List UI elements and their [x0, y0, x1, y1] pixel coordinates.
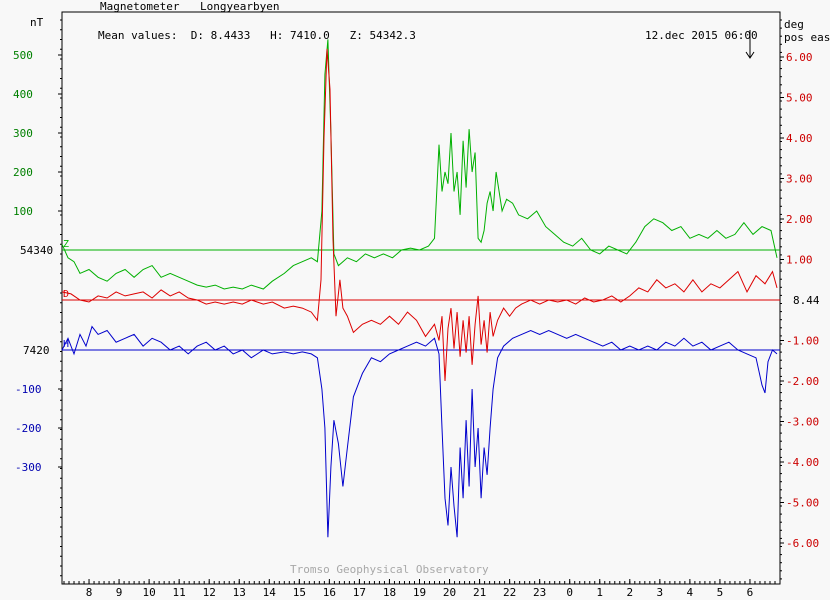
timestamp: 12.dec 2015 06:00 [645, 29, 758, 42]
x-tick-label: 21 [473, 586, 486, 599]
d-tick-label: -1.00 [786, 335, 819, 348]
x-axis-ticks: 8 9 10 11 12 13 14 15 16 17 18 19 20 21 22 23 0 1 2 3 4 5 6 [63, 579, 776, 599]
h-tick-label: -100 [15, 383, 42, 396]
h-tick-label: -300 [15, 461, 42, 474]
x-tick-label: 13 [233, 586, 246, 599]
x-tick-label: 8 [86, 586, 93, 599]
x-tick-label: 19 [413, 586, 426, 599]
d-tick-label: 1.00 [786, 254, 813, 267]
d-tick-label: -2.00 [786, 375, 819, 388]
z-tick-label: 300 [13, 127, 33, 140]
d-series-marker: D [63, 289, 69, 300]
plot-frame [61, 11, 781, 585]
z-tick-label: 100 [13, 205, 33, 218]
x-tick-label: 20 [443, 586, 456, 599]
d-tick-label: 3.00 [786, 173, 813, 186]
x-tick-label: 23 [533, 586, 546, 599]
left-unit-label: nT [30, 16, 44, 29]
x-tick-label: 15 [293, 586, 306, 599]
footer-credit: Tromso Geophysical Observatory [290, 563, 489, 576]
mean-values: Mean values: D: 8.4433 H: 7410.0 Z: 5434… [98, 29, 416, 42]
z-tick-label: 500 [13, 49, 33, 62]
d-baseline-label: 8.44 [793, 294, 820, 307]
z-baseline-label: 54340 [20, 244, 53, 257]
d-tick-label: -5.00 [786, 497, 819, 510]
d-tick-label: -6.00 [786, 537, 819, 550]
series-line-d [61, 48, 778, 382]
d-tick-label: 2.00 [786, 213, 813, 226]
right-unit-label-pos-east: pos east [784, 31, 830, 44]
x-tick-label: 2 [626, 586, 633, 599]
z-tick-label: 400 [13, 88, 33, 101]
x-tick-label: 12 [203, 586, 216, 599]
series-line-z [61, 39, 778, 290]
chart-title: Magnetometer [100, 0, 180, 13]
right-unit-label-deg: deg [784, 18, 804, 31]
left-axis-ticks: 500 400 300 200 100 -100 -200 -300 [13, 19, 62, 577]
x-tick-label: 9 [116, 586, 123, 599]
x-tick-label: 5 [717, 586, 724, 599]
x-tick-label: 14 [263, 586, 277, 599]
x-tick-label: 11 [173, 586, 186, 599]
d-tick-label: 4.00 [786, 132, 813, 145]
x-tick-label: 17 [353, 586, 366, 599]
x-tick-label: 6 [747, 586, 754, 599]
h-series-marker: H [63, 339, 69, 350]
x-tick-label: 16 [323, 586, 336, 599]
h-tick-label: -200 [15, 422, 42, 435]
h-baseline-label: 7420 [23, 344, 50, 357]
down-arrow-icon [745, 30, 755, 59]
x-tick-label: 18 [383, 586, 396, 599]
series-line-h [61, 325, 778, 538]
d-tick-label: -3.00 [786, 416, 819, 429]
x-tick-label: 1 [596, 586, 603, 599]
z-series-marker: Z [63, 239, 69, 250]
station-name: Longyearbyen [200, 0, 279, 13]
z-tick-label: 200 [13, 166, 33, 179]
x-tick-label: 3 [657, 586, 664, 599]
x-tick-label: 4 [687, 586, 694, 599]
d-tick-label: -4.00 [786, 456, 819, 469]
x-tick-label: 0 [566, 586, 573, 599]
x-tick-label: 22 [503, 586, 516, 599]
d-tick-label: 5.00 [786, 92, 813, 105]
right-axis-ticks: 6.00 5.00 4.00 3.00 2.00 1.00 -1.00 -2.00 -3.00 -… [780, 19, 819, 580]
d-tick-label: 6.00 [786, 51, 813, 64]
x-tick-label: 10 [142, 586, 155, 599]
